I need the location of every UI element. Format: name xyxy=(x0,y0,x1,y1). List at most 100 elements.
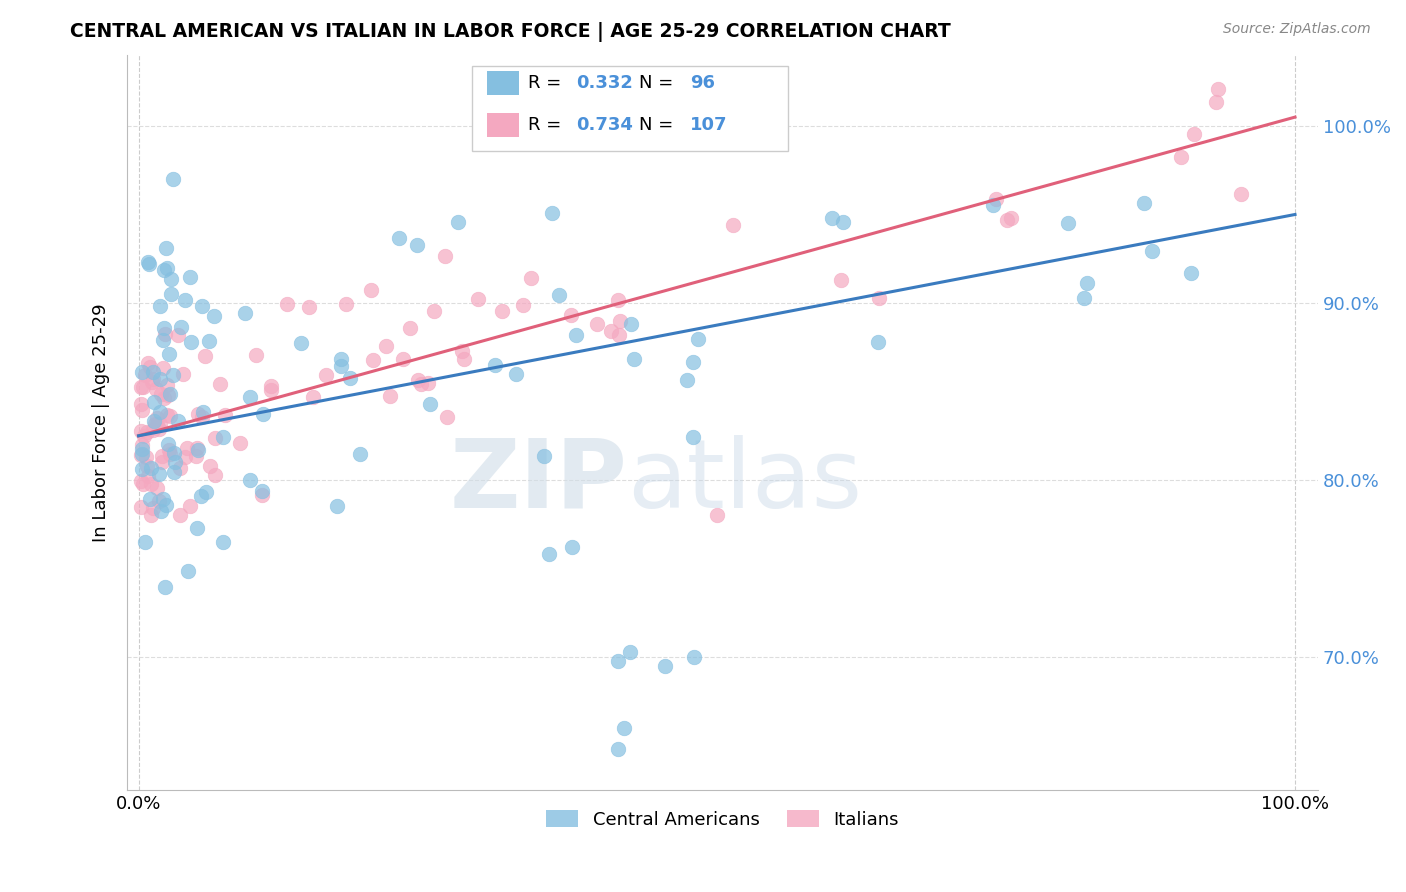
Point xyxy=(505,368,527,382)
Point xyxy=(163,446,186,460)
Point xyxy=(139,359,162,374)
Point xyxy=(1182,127,1205,141)
Point xyxy=(512,297,534,311)
Point xyxy=(156,261,179,276)
Point xyxy=(155,408,177,422)
Point xyxy=(180,335,202,350)
Point xyxy=(1073,291,1095,305)
Point xyxy=(148,422,170,436)
Point xyxy=(187,442,209,457)
Point xyxy=(142,423,165,437)
Point xyxy=(176,441,198,455)
Text: 0.332: 0.332 xyxy=(576,74,633,92)
Point xyxy=(148,467,170,482)
Point xyxy=(152,455,174,469)
Point xyxy=(149,387,172,401)
Point xyxy=(149,504,172,518)
Point xyxy=(186,520,208,534)
Point xyxy=(676,373,699,387)
Point xyxy=(153,263,176,277)
Point xyxy=(520,271,543,285)
Point xyxy=(335,296,357,310)
Point xyxy=(238,473,260,487)
Point xyxy=(447,215,470,229)
Point xyxy=(190,489,212,503)
Point xyxy=(214,408,236,422)
Point xyxy=(167,327,190,342)
Point xyxy=(146,481,169,495)
Text: CENTRAL AMERICAN VS ITALIAN IN LABOR FORCE | AGE 25-29 CORRELATION CHART: CENTRAL AMERICAN VS ITALIAN IN LABOR FOR… xyxy=(70,22,950,42)
Point xyxy=(600,324,623,338)
Point xyxy=(157,443,180,458)
Point xyxy=(186,442,208,456)
Point xyxy=(330,359,353,373)
Point xyxy=(620,317,643,331)
Point xyxy=(155,580,177,594)
Point xyxy=(131,403,153,417)
Point xyxy=(170,319,193,334)
Point xyxy=(547,288,569,302)
Point xyxy=(155,241,177,255)
Point xyxy=(191,299,214,313)
FancyBboxPatch shape xyxy=(472,66,789,151)
Point xyxy=(145,411,167,425)
Point xyxy=(139,461,162,475)
Point xyxy=(134,429,156,443)
Point xyxy=(146,417,169,431)
Point xyxy=(1208,82,1230,96)
Point xyxy=(375,338,398,352)
Text: R =: R = xyxy=(529,116,568,134)
Point xyxy=(1205,95,1227,110)
Point xyxy=(143,417,166,432)
Point xyxy=(142,372,165,386)
Point xyxy=(330,352,353,367)
Point xyxy=(186,449,208,463)
Point xyxy=(682,650,704,665)
Point xyxy=(239,390,262,404)
Point xyxy=(149,299,172,313)
Point xyxy=(139,477,162,491)
Point xyxy=(398,321,420,335)
Point xyxy=(416,376,439,390)
Point xyxy=(153,327,176,342)
Point xyxy=(149,372,172,386)
Point xyxy=(148,494,170,508)
Point xyxy=(162,368,184,383)
Point xyxy=(453,351,475,366)
Point xyxy=(155,498,177,512)
Point xyxy=(533,449,555,463)
Point xyxy=(200,458,222,473)
Point xyxy=(607,327,630,342)
Point xyxy=(195,484,218,499)
Point xyxy=(392,352,415,367)
Text: R =: R = xyxy=(529,74,568,92)
Point xyxy=(157,347,180,361)
Point xyxy=(131,442,153,456)
Point xyxy=(159,271,181,285)
Text: Source: ZipAtlas.com: Source: ZipAtlas.com xyxy=(1223,22,1371,37)
Point xyxy=(149,405,172,419)
Point xyxy=(138,491,160,506)
Point xyxy=(142,365,165,379)
Point xyxy=(149,417,172,431)
Point xyxy=(361,352,384,367)
Point xyxy=(142,414,165,428)
Point xyxy=(152,333,174,347)
Point xyxy=(159,286,181,301)
Point xyxy=(136,356,159,370)
Point xyxy=(586,317,609,331)
Point xyxy=(540,206,562,220)
Point xyxy=(187,407,209,421)
Point xyxy=(297,300,319,314)
Point xyxy=(138,257,160,271)
Point xyxy=(167,414,190,428)
Point xyxy=(156,378,179,392)
Point xyxy=(409,377,432,392)
Text: ZIP: ZIP xyxy=(450,434,627,528)
Point xyxy=(1170,150,1192,164)
Point xyxy=(619,645,641,659)
Point xyxy=(868,291,890,305)
Text: N =: N = xyxy=(640,74,679,92)
Point xyxy=(131,462,153,476)
Point xyxy=(197,334,219,348)
